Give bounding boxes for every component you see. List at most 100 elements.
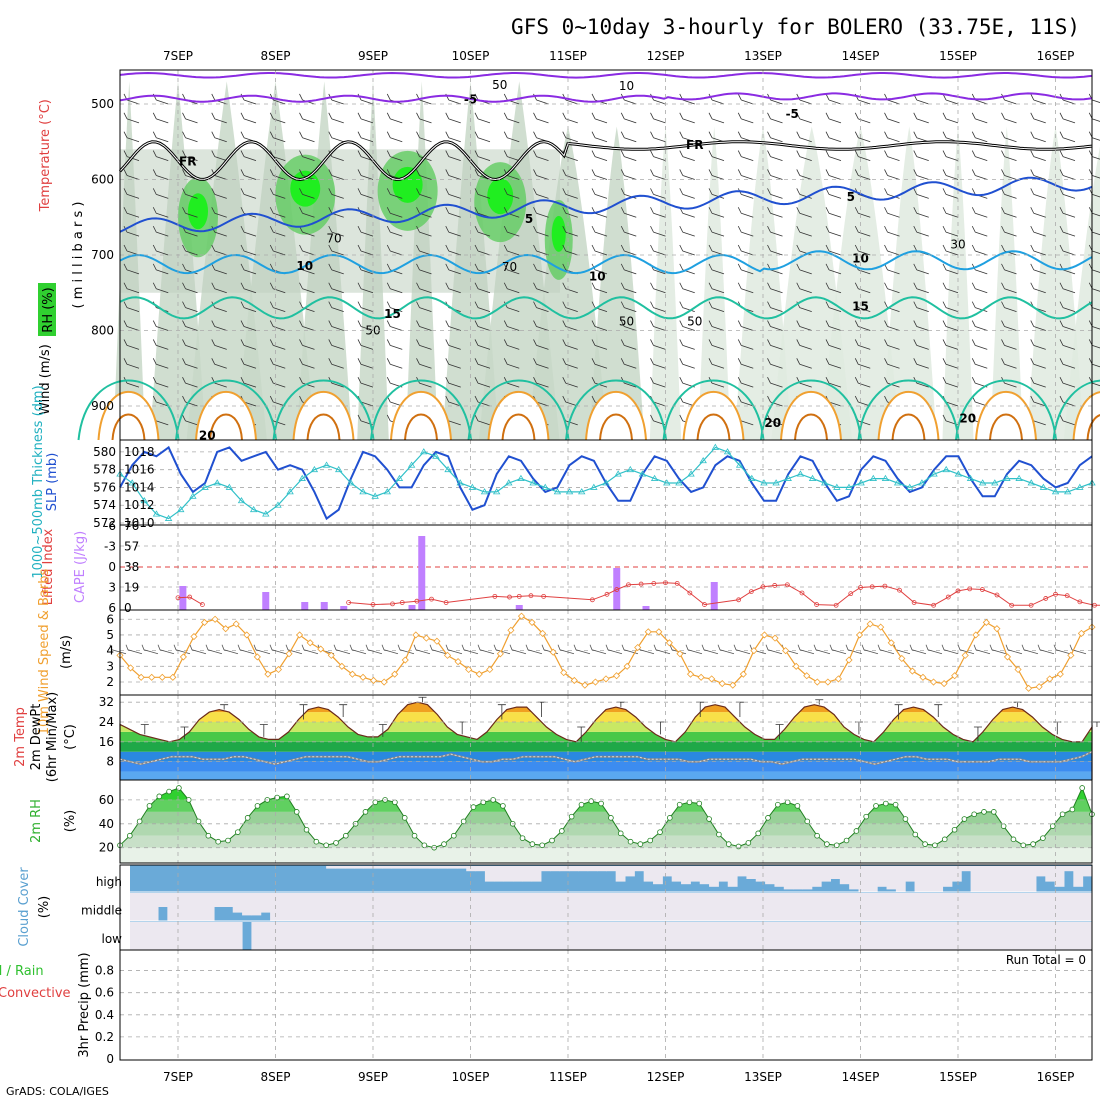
thickness-marker [991, 479, 999, 486]
cloud-gap-high [914, 866, 925, 892]
cape-bar [408, 605, 416, 610]
lifted-index-point [799, 590, 805, 596]
surface-wind-barb [397, 644, 415, 655]
wind-barb [825, 282, 842, 294]
wind-barb [942, 244, 959, 256]
cloud-gap-low [363, 922, 374, 950]
cloud-gap-low [223, 922, 234, 950]
wind-speed-marker [158, 673, 166, 681]
surface-wind-barb [733, 644, 751, 655]
wind-speed-marker [898, 654, 906, 663]
thickness-tick: 576 [93, 480, 116, 494]
wind-barb [913, 188, 929, 199]
wind-barb [913, 320, 929, 331]
rh-contour-label: 50 [687, 314, 702, 328]
cloud-gap-low [811, 922, 822, 950]
wind-tick: 2 [106, 675, 114, 689]
cloud-gap-low [279, 922, 290, 950]
upper-air-panel: -5 -5 FR FR 5 5 10 10 10 15 15 20 20 20 50 70 70 50 50 50 30… [38, 69, 1100, 443]
rh-point [706, 816, 712, 822]
wind-barb [1030, 150, 1046, 161]
wind-barb [240, 320, 257, 331]
cloud-gap-high [522, 866, 533, 882]
cloud-gap-low [606, 922, 617, 950]
cloud-gap-high [503, 866, 514, 882]
rh-point [1020, 842, 1027, 849]
cloud-gap-low [830, 922, 841, 950]
cloud-gap-low [139, 922, 150, 950]
rh-point [676, 801, 683, 808]
cloud-gap-middle [615, 893, 626, 921]
lifted-index-point [187, 594, 193, 600]
wind-barb [942, 169, 959, 180]
wind-barb [386, 301, 403, 313]
wind-barb [825, 339, 842, 350]
rh-point [951, 826, 958, 833]
wind-speed-marker [644, 628, 652, 636]
wind-speed-marker [1003, 653, 1012, 661]
rh-point [1010, 836, 1017, 843]
isotherm-30 [501, 413, 536, 441]
isotherm-20 [77, 379, 180, 441]
lifted-index-point [674, 581, 680, 586]
wind-barb [474, 339, 491, 350]
cape-tick: 0 [124, 601, 132, 615]
wind-tick: 5 [106, 628, 114, 642]
wind-barb [416, 263, 432, 275]
cloud-gap-middle [158, 893, 168, 907]
cloud-gap-middle [606, 893, 617, 921]
thickness-marker [565, 488, 574, 495]
thickness-marker [334, 465, 343, 473]
cloud-gap-middle [793, 893, 803, 921]
cloud-gap-middle [1026, 893, 1037, 921]
wind-barb [416, 188, 432, 199]
rh-point [176, 785, 182, 791]
cloud-gap-middle [671, 893, 682, 921]
wind-speed-marker [655, 628, 663, 636]
cape-tick: 19 [124, 581, 139, 595]
wind-speed-marker [961, 651, 969, 659]
rh-shade [734, 126, 792, 440]
wind-barb [825, 188, 842, 199]
cloud-gap-high [905, 866, 916, 882]
surface-wind-barb [877, 644, 895, 655]
lifted-index-point [760, 584, 766, 590]
isotherm-label: 5 [847, 190, 855, 204]
wind-speed-marker [845, 656, 853, 664]
isotherm-30 [989, 413, 1023, 441]
cloud-gap-middle [466, 893, 477, 921]
cloud-unit: (%) [37, 896, 52, 919]
rh-point [392, 799, 398, 806]
lifted-tick: 3 [108, 581, 116, 595]
cloud-gap-low [382, 922, 393, 950]
rh-point [411, 832, 418, 839]
wind-barb [533, 150, 549, 161]
wind-barb [796, 320, 812, 331]
wind-barb [240, 301, 257, 313]
cloud-gap-middle [484, 893, 495, 921]
thickness-marker [966, 474, 975, 481]
cloud-gap-high [382, 866, 393, 869]
wind-barb [357, 301, 374, 313]
cloud-gap-low [989, 922, 1000, 950]
wind-barb [591, 225, 608, 237]
wind-barb [445, 131, 461, 143]
cloud-gap-middle [335, 893, 346, 921]
surface-wind-barb [861, 644, 879, 655]
cloud-gap-low [1054, 922, 1065, 950]
rh-point [372, 799, 379, 806]
cloud-gap-middle [914, 893, 925, 921]
wind-barb [152, 339, 169, 350]
cape-tick: 57 [124, 540, 139, 554]
cape-bar [418, 536, 426, 610]
cloud-gap-high [690, 866, 701, 882]
cloud-gap-high [1035, 866, 1046, 877]
wind-speed-marker [1046, 675, 1054, 683]
thickness-marker [553, 488, 562, 495]
cloud-gap-high [746, 866, 757, 879]
thickness-marker [918, 479, 926, 486]
wind-barb [737, 225, 754, 237]
thickness-marker [492, 488, 501, 495]
wind-barb [269, 339, 286, 350]
wind-barb [971, 112, 988, 124]
